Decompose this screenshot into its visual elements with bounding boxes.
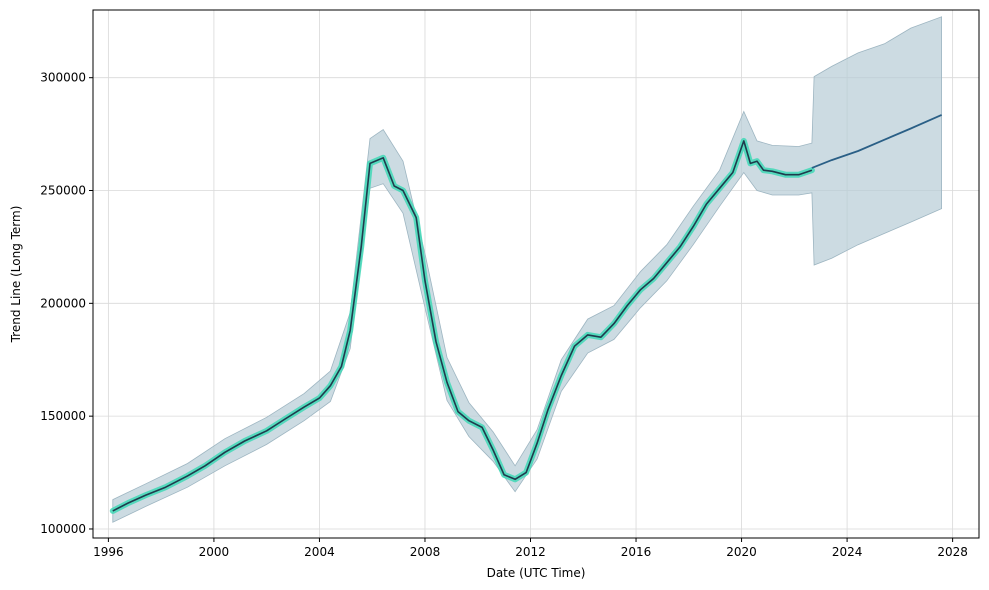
x-tick-label: 2012 (515, 545, 546, 559)
x-tick-label: 2028 (937, 545, 968, 559)
y-tick-label: 300000 (40, 71, 86, 85)
x-tick-label: 1996 (93, 545, 124, 559)
x-tick-label: 2000 (199, 545, 230, 559)
x-tick-label: 2020 (726, 545, 757, 559)
y-tick-label: 250000 (40, 184, 86, 198)
y-axis-label: Trend Line (Long Term) (9, 206, 23, 344)
x-tick-label: 2016 (621, 545, 652, 559)
forecast-trend-line (811, 114, 942, 169)
y-tick-label: 200000 (40, 296, 86, 310)
x-tick-label: 2008 (410, 545, 441, 559)
x-tick-label: 2024 (832, 545, 863, 559)
y-tick-label: 100000 (40, 522, 86, 536)
history-trend-line (112, 140, 813, 512)
y-axis-ticks: 100000 150000 200000 250000 300000 (40, 71, 93, 536)
x-tick-label: 2004 (304, 545, 335, 559)
y-tick-label: 150000 (40, 409, 86, 423)
plot-frame (92, 9, 980, 539)
x-axis-label: Date (UTC Time) (487, 566, 586, 580)
grid-vertical-lines (107, 10, 954, 538)
x-axis-ticks: 1996 2000 2004 2008 2012 2016 2020 2024 2028 (93, 538, 968, 559)
